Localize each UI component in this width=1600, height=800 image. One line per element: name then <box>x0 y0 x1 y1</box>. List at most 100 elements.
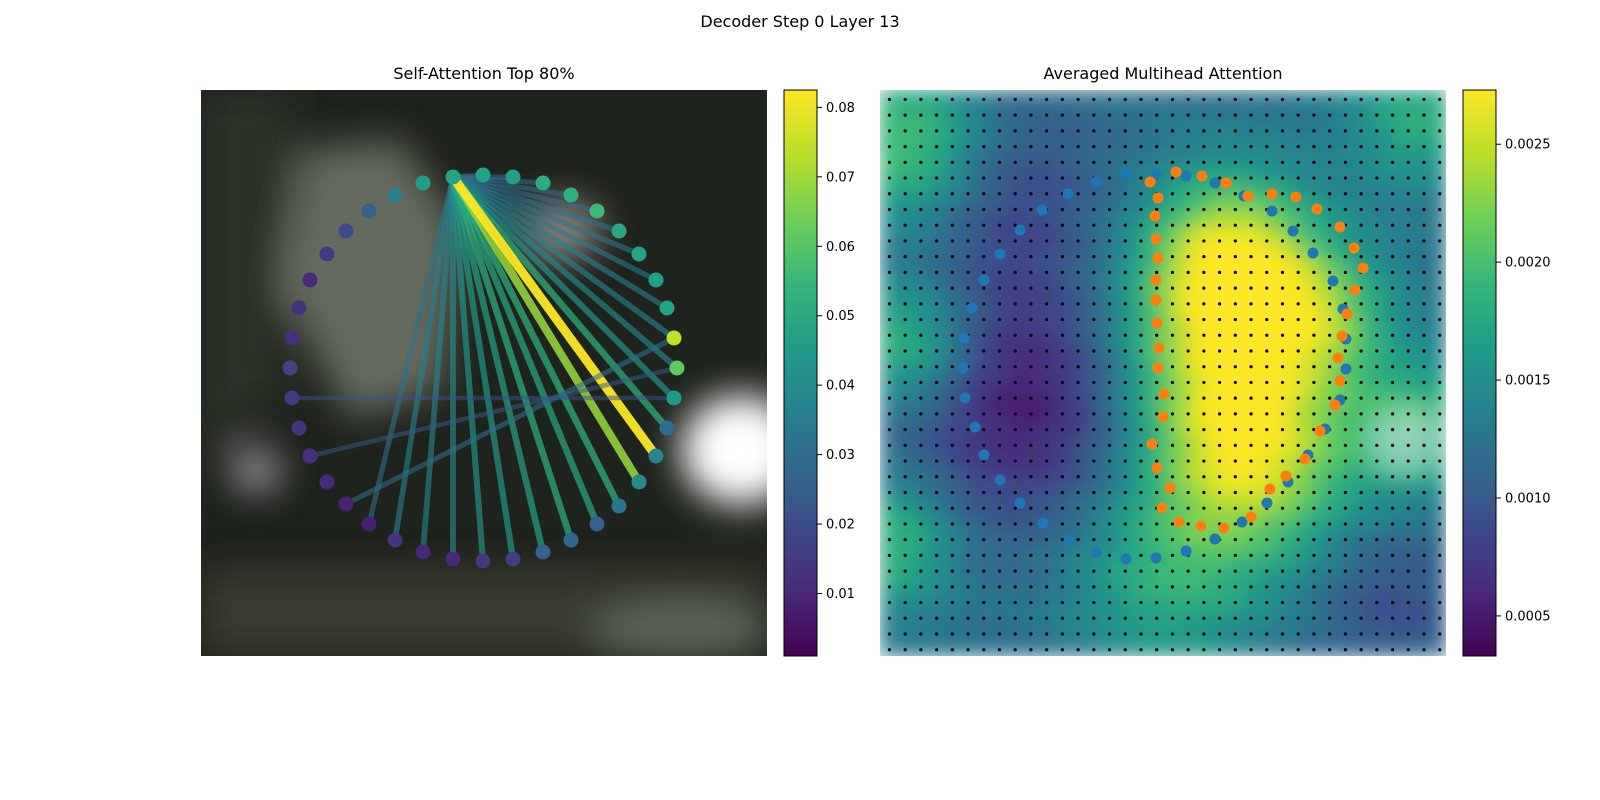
grid-dot <box>950 506 954 510</box>
heatmap-cell <box>1398 624 1416 641</box>
grid-dot <box>1233 113 1237 117</box>
grid-dot <box>982 302 986 306</box>
heatmap-cell <box>1288 404 1306 421</box>
grid-dot <box>1013 459 1017 463</box>
heatmap-cell <box>1178 467 1196 484</box>
heatmap-cell <box>942 420 960 437</box>
series-point <box>1329 399 1341 411</box>
grid-dot <box>935 270 939 274</box>
grid-dot <box>1092 255 1096 259</box>
heatmap-cell <box>1021 200 1038 217</box>
grid-dot <box>903 255 907 259</box>
grid-dot <box>1045 286 1049 290</box>
heatmap-cell <box>1163 545 1180 563</box>
series-point <box>1036 204 1048 216</box>
grid-dot <box>1312 585 1316 589</box>
grid-dot <box>1328 255 1332 259</box>
heatmap-cell <box>1210 137 1227 154</box>
grid-dot <box>1092 459 1096 463</box>
contour-point <box>475 167 491 183</box>
heatmap-cell <box>1131 121 1148 138</box>
heatmap-cell <box>1100 373 1117 390</box>
grid-dot <box>1155 223 1159 227</box>
grid-dot <box>1280 428 1285 432</box>
grid-dot <box>1123 396 1127 400</box>
grid-dot <box>997 239 1002 243</box>
grid-dot <box>1422 475 1426 479</box>
grid-dot <box>1218 239 1222 243</box>
grid-dot <box>1328 317 1332 322</box>
heatmap-cell <box>958 435 975 453</box>
heatmap-cell <box>880 467 897 484</box>
heatmap-cell <box>1163 593 1180 610</box>
heatmap-cell <box>1178 121 1196 138</box>
grid-dot <box>1092 286 1096 290</box>
grid-dot <box>1233 396 1237 400</box>
heatmap-cell <box>958 231 975 248</box>
heatmap-cell <box>1100 137 1117 154</box>
grid-dot <box>887 365 892 369</box>
grid-dot <box>1438 113 1442 117</box>
grid-dot <box>1438 223 1442 227</box>
heatmap-cell <box>895 640 913 656</box>
grid-dot <box>1107 317 1112 322</box>
colorbar-tick-label: 0.0010 <box>1505 491 1551 506</box>
heatmap-cell <box>927 90 944 107</box>
grid-dot <box>1296 97 1300 102</box>
grid-dot <box>1296 600 1300 605</box>
grid-dot <box>1092 475 1096 479</box>
grid-dot <box>1218 396 1222 400</box>
heatmap-cell <box>1398 231 1416 248</box>
heatmap-cell <box>1414 608 1431 626</box>
grid-dot <box>1013 160 1017 164</box>
grid-dot <box>1422 255 1426 259</box>
grid-dot <box>1076 349 1080 353</box>
grid-dot <box>966 207 970 212</box>
grid-dot <box>1233 632 1237 636</box>
attention-edge <box>343 335 677 507</box>
heatmap-cell <box>1005 152 1023 170</box>
grid-dot <box>1029 302 1033 306</box>
heatmap-cell <box>895 388 913 406</box>
grid-dot <box>1060 600 1064 605</box>
grid-dot <box>982 286 986 290</box>
grid-dot <box>1280 459 1285 463</box>
heatmap-cell <box>1288 373 1306 390</box>
grid-dot <box>1390 600 1395 605</box>
heatmap-cell <box>1210 404 1227 421</box>
grid-dot <box>1045 302 1049 306</box>
grid-dot <box>1249 239 1253 243</box>
heatmap-cell <box>1100 90 1117 107</box>
grid-dot <box>1375 380 1379 385</box>
grid-dot <box>1186 538 1190 542</box>
heatmap-cell <box>880 373 897 390</box>
grid-dot <box>1139 506 1143 510</box>
grid-dot <box>1328 632 1332 636</box>
heatmap-cell <box>1178 593 1196 610</box>
grid-dot <box>903 443 907 447</box>
grid-dot <box>1170 113 1175 117</box>
heatmap-cell <box>1194 435 1211 453</box>
grid-dot <box>1123 585 1127 589</box>
heatmap-cell <box>1210 310 1227 327</box>
grid-dot <box>903 317 907 322</box>
grid-dot <box>1186 239 1190 243</box>
heatmap-cell <box>1084 341 1101 358</box>
heatmap-cell <box>1210 247 1227 264</box>
grid-dot <box>966 113 970 117</box>
grid-dot <box>1312 270 1316 274</box>
heatmap-cell <box>1414 294 1431 311</box>
heatmap-cell <box>1163 184 1180 201</box>
grid-dot <box>950 207 954 212</box>
grid-dot <box>1123 380 1127 385</box>
heatmap-cell <box>1351 137 1368 154</box>
grid-dot <box>1312 160 1316 164</box>
grid-dot <box>966 553 970 557</box>
grid-dot <box>1107 207 1112 212</box>
grid-dot <box>1202 270 1206 274</box>
grid-dot <box>1123 506 1127 510</box>
heatmap-cell <box>895 341 913 358</box>
heatmap-cell <box>1257 90 1274 107</box>
grid-dot <box>935 349 939 353</box>
grid-dot <box>1060 506 1064 510</box>
